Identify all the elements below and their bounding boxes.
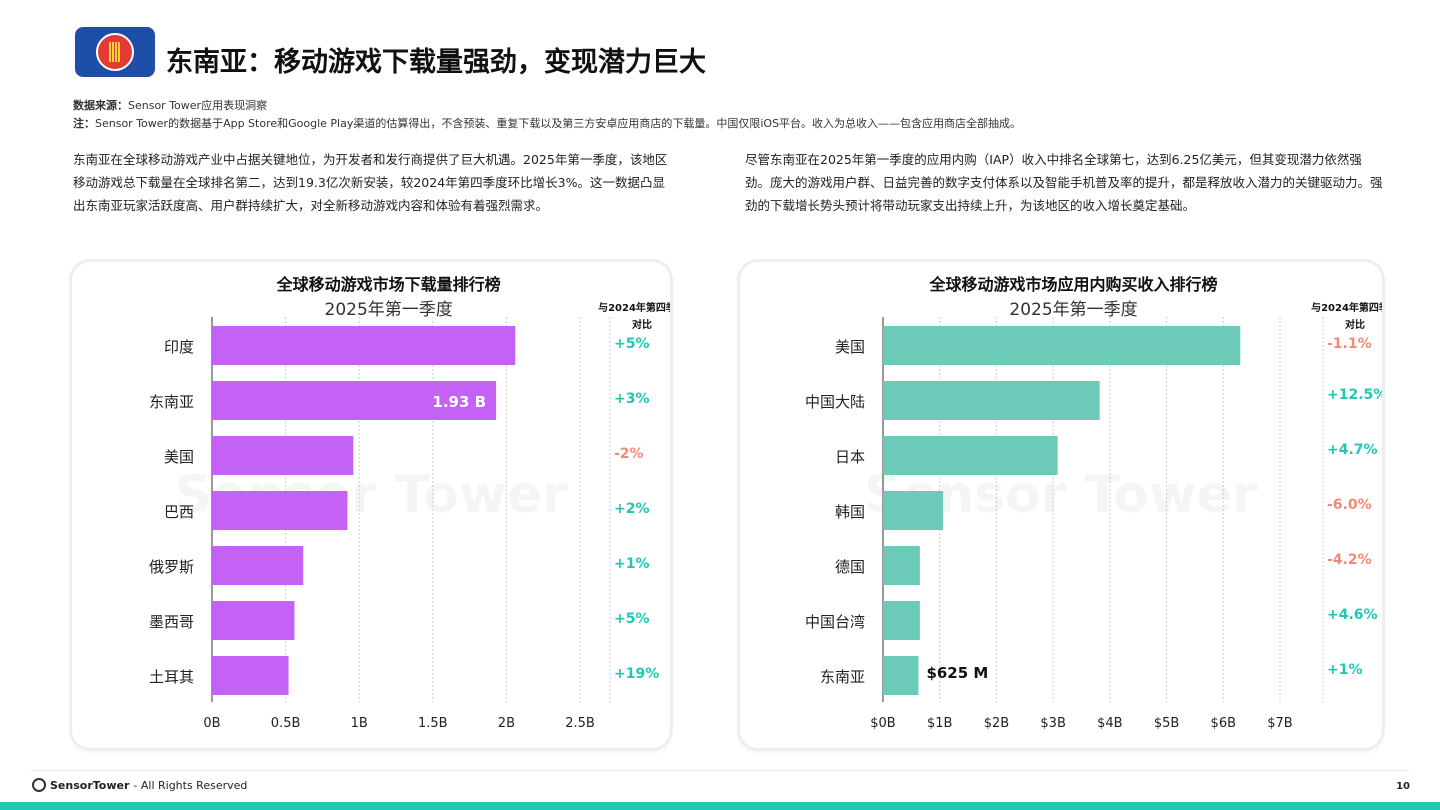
x-tick-label: 0.5B [271, 716, 301, 731]
chart-title: 全球移动游戏市场应用内购买收入排行榜 [929, 275, 1218, 294]
left-paragraph: 东南亚在全球移动游戏产业中占据关键地位，为开发者和发行商提供了巨大机遇。2025… [73, 152, 668, 213]
data-label: $625 M [926, 664, 988, 682]
bar [883, 601, 920, 640]
right-paragraph: 尽管东南亚在2025年第一季度的应用内购（IAP）收入中排名全球第七，达到6.2… [745, 152, 1383, 213]
chart-subtitle: 2025年第一季度 [1009, 300, 1137, 320]
change-header: 对比 [632, 318, 652, 331]
source-label: 数据来源： [73, 99, 128, 112]
change-value: -2% [614, 446, 644, 462]
bar [883, 436, 1058, 475]
bar [212, 436, 354, 475]
downloads-chart-card: 全球移动游戏市场下载量排行榜2025年第一季度与2024年第四季度对比Senso… [72, 262, 687, 748]
x-tick-label: 2.5B [565, 716, 595, 731]
x-tick-label: $5B [1154, 716, 1179, 731]
change-value: +19% [614, 666, 659, 682]
change-value: +5% [614, 611, 650, 627]
change-value: +4.7% [1327, 442, 1378, 458]
note-text: Sensor Tower的数据基于App Store和Google Play渠道… [95, 117, 1022, 130]
category-label: 中国台湾 [805, 613, 865, 631]
x-tick-label: $6B [1211, 716, 1236, 731]
page-number: 10 [1396, 781, 1410, 792]
bar [212, 381, 497, 420]
x-tick-label: $4B [1097, 716, 1122, 731]
bar [212, 601, 295, 640]
x-tick-label: $7B [1267, 716, 1292, 731]
bar [883, 381, 1100, 420]
source-text: Sensor Tower应用表现洞察 [128, 99, 268, 112]
bar [883, 656, 919, 695]
bar [883, 491, 944, 530]
category-label: 墨西哥 [149, 613, 194, 631]
chart-title: 全球移动游戏市场下载量排行榜 [276, 275, 501, 294]
x-tick-label: $2B [984, 716, 1009, 731]
x-tick-label: 0B [203, 716, 220, 731]
footer-brand: SensorTower [50, 778, 130, 792]
change-header: 对比 [1345, 318, 1365, 331]
change-value: +5% [614, 336, 650, 352]
x-tick-label: $3B [1040, 716, 1065, 731]
change-header: 与2024年第四季度 [598, 301, 670, 314]
downloads-chart: 全球移动游戏市场下载量排行榜2025年第一季度与2024年第四季度对比Senso… [149, 275, 687, 731]
category-label: 东南亚 [149, 393, 194, 411]
category-label: 日本 [835, 448, 865, 466]
footer: SensorTower - All Rights Reserved [32, 778, 247, 792]
category-label: 美国 [164, 448, 194, 466]
x-tick-label: 1.5B [418, 716, 448, 731]
source-notes: 数据来源：Sensor Tower应用表现洞察 注：Sensor Tower的数… [73, 97, 1021, 133]
category-label: 印度 [164, 338, 194, 356]
category-label: 韩国 [835, 503, 865, 521]
change-value: +4.6% [1327, 607, 1378, 623]
category-label: 中国大陆 [805, 393, 865, 411]
x-tick-label: 1B [351, 716, 368, 731]
bar [212, 656, 289, 695]
data-label: 1.93 B [432, 393, 486, 411]
category-label: 巴西 [164, 503, 194, 521]
asean-logo [75, 27, 155, 77]
category-label: 美国 [835, 338, 865, 356]
change-value: +2% [614, 501, 650, 517]
revenue-chart-card: 全球移动游戏市场应用内购买收入排行榜2025年第一季度与2024年第四季度对比S… [740, 262, 1400, 748]
category-label: 俄罗斯 [149, 558, 194, 576]
bar [212, 491, 348, 530]
bar [883, 546, 920, 585]
change-value: -4.2% [1327, 552, 1372, 568]
change-value: +3% [614, 391, 650, 407]
footer-divider [30, 770, 1410, 771]
bottom-accent-bar [0, 802, 1440, 810]
x-tick-label: 2B [498, 716, 515, 731]
x-tick-label: $0B [870, 716, 895, 731]
category-label: 土耳其 [149, 668, 194, 686]
bar [212, 326, 516, 365]
category-label: 德国 [835, 558, 865, 576]
bar [212, 546, 304, 585]
change-value: +12.5% [1327, 387, 1382, 403]
change-value: -6.0% [1327, 497, 1372, 513]
note-label: 注： [73, 117, 95, 130]
change-value: +1% [614, 556, 650, 572]
chart-subtitle: 2025年第一季度 [325, 300, 453, 320]
change-value: +1% [1327, 662, 1363, 678]
x-tick-label: $1B [927, 716, 952, 731]
change-value: -1.1% [1327, 336, 1372, 352]
page-title: 东南亚：移动游戏下载量强劲，变现潜力巨大 [166, 47, 706, 78]
revenue-chart: 全球移动游戏市场应用内购买收入排行榜2025年第一季度与2024年第四季度对比S… [805, 275, 1400, 731]
sensortower-logo-icon [32, 778, 46, 792]
bar [883, 326, 1241, 365]
category-label: 东南亚 [820, 668, 865, 686]
footer-rights: - All Rights Reserved [133, 778, 248, 792]
change-header: 与2024年第四季度 [1311, 301, 1382, 314]
